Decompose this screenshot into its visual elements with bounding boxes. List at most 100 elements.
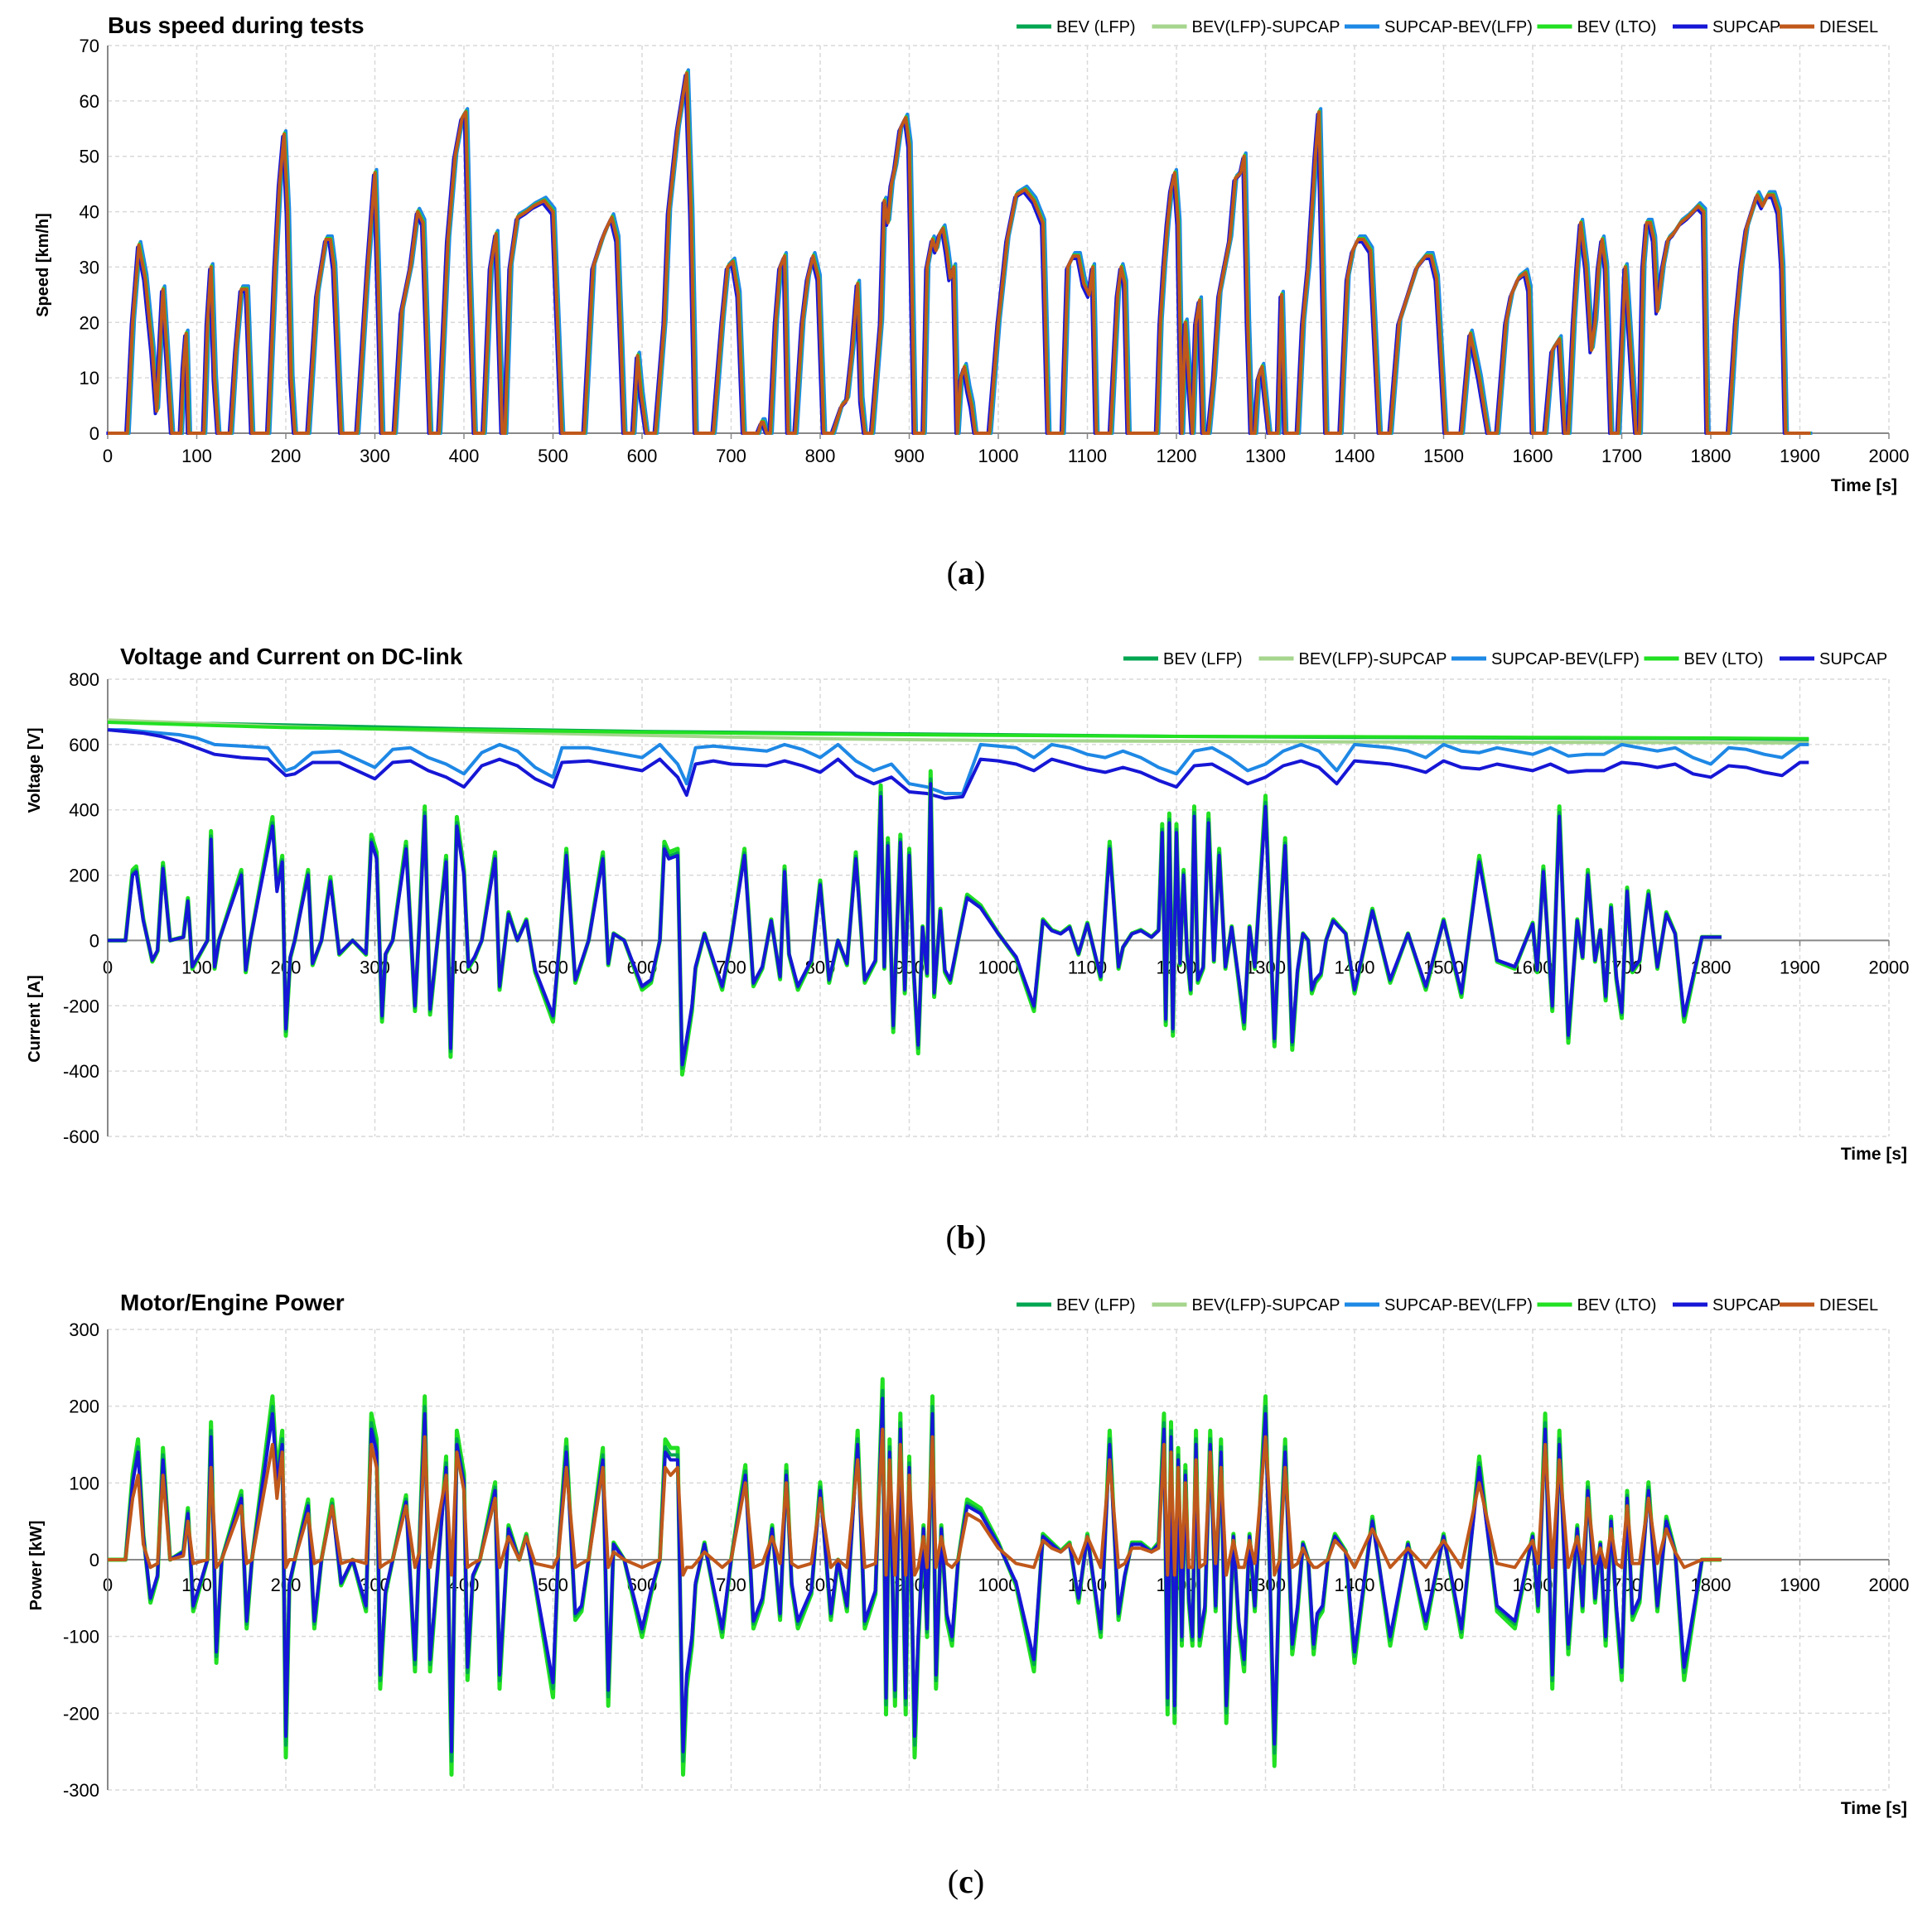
y-tick-label: 300	[69, 1319, 99, 1340]
chart-title: Motor/Engine Power	[120, 1290, 345, 1315]
power-chart: Motor/Engine Power Power [kW] Time [s] -…	[27, 1290, 1910, 1818]
panel-b: Voltage and Current on DC-link Voltage […	[0, 613, 1932, 1267]
y-axis-label: Power [kW]	[27, 1521, 46, 1611]
y-tick-label: 0	[89, 1550, 99, 1570]
x-tick-label: 900	[894, 446, 925, 466]
x-tick-label: 1800	[1691, 446, 1732, 466]
y-tick-label: 60	[80, 91, 99, 112]
y-tick-label: 400	[69, 800, 99, 821]
x-tick-label: 1100	[1068, 446, 1107, 466]
legend-label: SUPCAP	[1712, 18, 1780, 36]
legend-label: BEV (LFP)	[1056, 1296, 1136, 1315]
y-tick-label: 200	[69, 866, 99, 886]
y-tick-label: 200	[69, 1397, 99, 1417]
x-tick-label: 1600	[1513, 1575, 1553, 1595]
caption-c: (c)	[947, 1863, 985, 1900]
x-tick-label: 700	[716, 957, 746, 977]
x-tick-label: 1400	[1335, 957, 1375, 977]
x-tick-label: 1400	[1335, 446, 1375, 466]
x-tick-label: 1900	[1780, 446, 1820, 466]
panel-c: Motor/Engine Power Power [kW] Time [s] -…	[0, 1267, 1932, 1920]
voltage-line-supcap-bev-lfp-	[108, 728, 1809, 795]
legend-label: BEV(LFP)-SUPCAP	[1192, 18, 1340, 36]
y-axis-label-voltage: Voltage [V]	[26, 728, 44, 813]
x-tick-label: 200	[271, 446, 302, 466]
y-tick-label: 40	[80, 202, 99, 223]
y-tick-label: 30	[80, 257, 99, 277]
y-tick-label: -600	[63, 1126, 99, 1147]
x-tick-label: 1000	[978, 446, 1019, 466]
x-tick-label: 1900	[1780, 1575, 1820, 1595]
x-tick-label: 1900	[1780, 957, 1820, 977]
y-tick-label: 20	[80, 312, 99, 333]
power-line-diesel	[108, 1427, 1722, 1577]
legend-label: SUPCAP	[1819, 650, 1887, 668]
x-tick-label: 800	[805, 446, 836, 466]
caption-b: (b)	[945, 1218, 987, 1256]
legend-label: SUPCAP-BEV(LFP)	[1384, 18, 1533, 36]
x-tick-label: 0	[103, 446, 113, 466]
legend-label: BEV (LFP)	[1056, 18, 1136, 36]
x-tick-label: 500	[538, 1575, 568, 1595]
x-tick-label: 1000	[978, 957, 1019, 977]
y-tick-label: -300	[63, 1780, 99, 1801]
legend-label: SUPCAP-BEV(LFP)	[1491, 650, 1640, 668]
speed-line-diesel	[108, 71, 1811, 435]
y-axis-label-current: Current [A]	[26, 975, 44, 1063]
x-tick-label: 400	[449, 446, 480, 466]
y-tick-label: 600	[69, 735, 99, 755]
dc-link-chart: Voltage and Current on DC-link Voltage […	[26, 644, 1910, 1164]
y-tick-label: -400	[63, 1061, 99, 1082]
y-tick-label: 100	[69, 1473, 99, 1493]
legend-label: BEV (LTO)	[1577, 18, 1657, 36]
legend-label: SUPCAP-BEV(LFP)	[1384, 1296, 1533, 1315]
x-tick-label: 1700	[1601, 446, 1642, 466]
x-tick-label: 300	[360, 446, 390, 466]
x-tick-label: 700	[716, 1575, 746, 1595]
x-tick-label: 500	[538, 957, 568, 977]
y-tick-label: 70	[80, 36, 99, 56]
x-tick-label: 1500	[1423, 446, 1464, 466]
y-axis-label: Speed [km/h]	[34, 213, 52, 317]
legend-label: BEV (LTO)	[1684, 650, 1764, 668]
legend-label: BEV (LFP)	[1163, 650, 1243, 668]
x-tick-label: 2000	[1869, 446, 1910, 466]
current-line-bev-lto	[108, 769, 1722, 1077]
x-tick-label: 1300	[1245, 446, 1286, 466]
x-tick-label: 2000	[1869, 957, 1910, 977]
voltage-line-bev-lto-	[107, 721, 1809, 741]
legend-label: DIESEL	[1819, 18, 1878, 36]
y-tick-label: 10	[80, 368, 99, 388]
caption-a: (a)	[946, 554, 986, 591]
x-tick-label: 1200	[1157, 446, 1197, 466]
y-tick-label: 800	[69, 669, 99, 690]
x-tick-label: 1400	[1335, 1575, 1375, 1595]
y-tick-label: 50	[80, 147, 99, 167]
x-tick-label: 500	[538, 446, 568, 466]
x-tick-label: 2000	[1869, 1575, 1910, 1595]
x-axis-label: Time [s]	[1841, 1799, 1907, 1818]
x-tick-label: 1500	[1423, 1575, 1464, 1595]
x-axis-label: Time [s]	[1831, 476, 1897, 495]
current-line-supcap	[108, 782, 1722, 1067]
panel-a: Bus speed during tests Speed [km/h] Time…	[0, 0, 1932, 605]
x-tick-label: 700	[716, 446, 746, 466]
speed-chart: Bus speed during tests Speed [km/h] Time…	[34, 12, 1910, 495]
x-axis-label: Time [s]	[1841, 1145, 1907, 1164]
chart-title: Voltage and Current on DC-link	[120, 644, 463, 669]
legend-label: SUPCAP	[1712, 1296, 1780, 1315]
legend-label: BEV(LFP)-SUPCAP	[1299, 650, 1447, 668]
legend-label: BEV(LFP)-SUPCAP	[1192, 1296, 1340, 1315]
y-tick-label: 0	[89, 423, 99, 444]
y-tick-label: -200	[63, 1703, 99, 1724]
legend-label: DIESEL	[1819, 1296, 1878, 1315]
legend-label: BEV (LTO)	[1577, 1296, 1657, 1315]
voltage-line-supcap	[107, 728, 1809, 800]
chart-title: Bus speed during tests	[108, 12, 365, 38]
y-tick-label: -100	[63, 1627, 99, 1647]
x-tick-label: 1600	[1513, 446, 1553, 466]
y-tick-label: 0	[89, 930, 99, 951]
x-tick-label: 100	[181, 446, 212, 466]
y-tick-label: -200	[63, 996, 99, 1016]
x-tick-label: 600	[627, 446, 658, 466]
